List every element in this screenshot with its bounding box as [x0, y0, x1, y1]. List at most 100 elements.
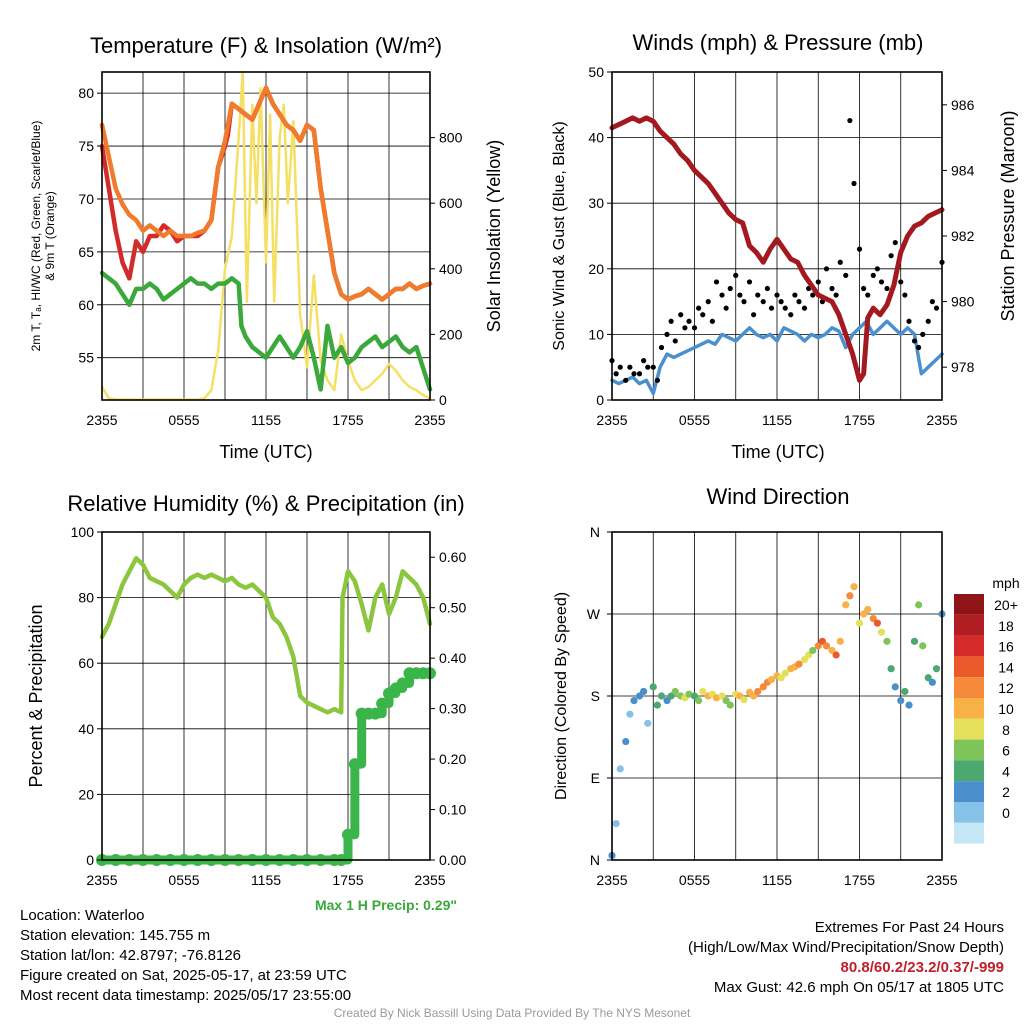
colorbar-cell [954, 698, 984, 719]
direction-point [842, 601, 850, 609]
winds-ylabel-right: Station Pressure (Maroon) [998, 110, 1018, 321]
direction-point [781, 669, 789, 677]
winds-x-tick-label: 0555 [679, 412, 710, 428]
winds-y2-tick-label: 984 [951, 162, 975, 178]
extremes-header: Extremes For Past 24 Hours [814, 919, 1004, 936]
colorbar-label: 16 [998, 639, 1014, 655]
direction-point [915, 601, 923, 609]
temp-y-tick-label: 75 [78, 138, 94, 154]
gust-point [916, 344, 922, 351]
gust-point [847, 117, 853, 124]
gust-point [668, 318, 674, 324]
dir-y-tick-label: W [587, 606, 601, 622]
rh-y-tick-label: 40 [78, 721, 94, 737]
gust-point [700, 312, 706, 318]
winds-x-tick-label: 1755 [844, 412, 875, 428]
dir-y-tick-label: E [591, 770, 600, 786]
gust-point [833, 292, 839, 298]
gust-point [792, 292, 798, 298]
gust-point [810, 292, 816, 298]
direction-point [828, 646, 836, 655]
direction-point [759, 683, 767, 691]
direction-point [640, 687, 648, 696]
direction-point [932, 665, 941, 673]
colorbar-label: 4 [1002, 763, 1010, 779]
rh-y2-tick-label: 0.40 [439, 650, 466, 666]
dir-y-tick-label: N [590, 524, 600, 540]
temperature-ylabel-left-1: 2m T, Tₐ, HI/WC (Red, Green, Scarlet/Blu… [29, 121, 43, 352]
gust-point [719, 292, 725, 298]
humidity-ylabel-left: Percent & Precipitation [26, 604, 46, 787]
rh-x-tick-label: 1755 [332, 872, 363, 888]
gust-point [682, 325, 688, 331]
winds-y2-tick-label: 978 [951, 359, 975, 375]
gust-point [920, 331, 926, 337]
temp-plot-border [101, 71, 431, 401]
winds-y2-tick-label: 982 [951, 228, 975, 244]
gust-point [851, 180, 857, 187]
direction-point [897, 696, 905, 705]
temp-y-tick-label: 65 [78, 244, 94, 260]
gust-point [856, 246, 863, 252]
temp-y2-tick-label: 800 [439, 130, 463, 146]
direction-point [616, 765, 624, 773]
direction-point [722, 696, 730, 705]
colorbar-cell [954, 760, 984, 782]
gust-point [837, 259, 843, 265]
direction-point [750, 692, 758, 700]
direction-point [928, 678, 936, 686]
gust-point [902, 292, 908, 298]
direction-point [832, 651, 840, 659]
rh-x-tick-label: 2355 [414, 872, 445, 888]
precip-point [342, 828, 354, 841]
gust-point [641, 358, 647, 364]
direction-point [626, 710, 634, 718]
temp-y2-tick-label: 200 [439, 326, 463, 342]
direction-point [671, 687, 679, 696]
gust-point [755, 292, 761, 298]
humidity-title: Relative Humidity (%) & Precipitation (i… [67, 491, 464, 516]
temp-y-tick-label: 55 [78, 350, 94, 366]
direction-point [910, 637, 919, 645]
rh-y2-tick-label: 0.30 [439, 701, 466, 717]
colorbar-cell [954, 802, 984, 823]
direction-point [864, 605, 872, 614]
dir-x-tick-label: 0555 [679, 872, 710, 888]
gust-point [709, 318, 715, 324]
colorbar-label: 2 [1002, 784, 1010, 800]
direction-point [846, 592, 854, 600]
gust-point [705, 299, 711, 305]
direction-point [644, 719, 652, 727]
gust-point [898, 279, 904, 285]
gust-point [796, 299, 802, 305]
dir-y-tick-label: N [590, 852, 600, 868]
direction-point [712, 694, 721, 702]
colorbar-label: 8 [1002, 722, 1010, 738]
gust-point [829, 285, 835, 292]
direction-point [622, 737, 630, 746]
gust-point [737, 292, 743, 298]
gust-point [888, 253, 894, 259]
direction-point [740, 696, 748, 704]
direction-point [869, 614, 877, 623]
dir-x-tick-label: 1155 [762, 872, 792, 888]
direction-point [754, 687, 762, 696]
colorbar-cell [954, 781, 984, 802]
direction-point [822, 642, 831, 650]
colorbar-label: 0 [1002, 805, 1010, 821]
direction-point [901, 687, 909, 696]
gust-point [741, 299, 747, 305]
direction-point [883, 637, 891, 645]
direction-point [855, 619, 864, 627]
winds-y-tick-label: 40 [588, 130, 604, 146]
direction-point [805, 651, 813, 659]
temp-y-tick-label: 70 [78, 191, 94, 207]
colorbar-cell [954, 594, 984, 615]
direction-point [800, 655, 809, 664]
direction-point [685, 690, 693, 698]
gust-point [650, 364, 656, 370]
gust-point [925, 318, 931, 324]
gust-point [815, 279, 821, 285]
colorbar-cell [954, 677, 984, 698]
temp-y2-tick-label: 0 [439, 392, 447, 408]
